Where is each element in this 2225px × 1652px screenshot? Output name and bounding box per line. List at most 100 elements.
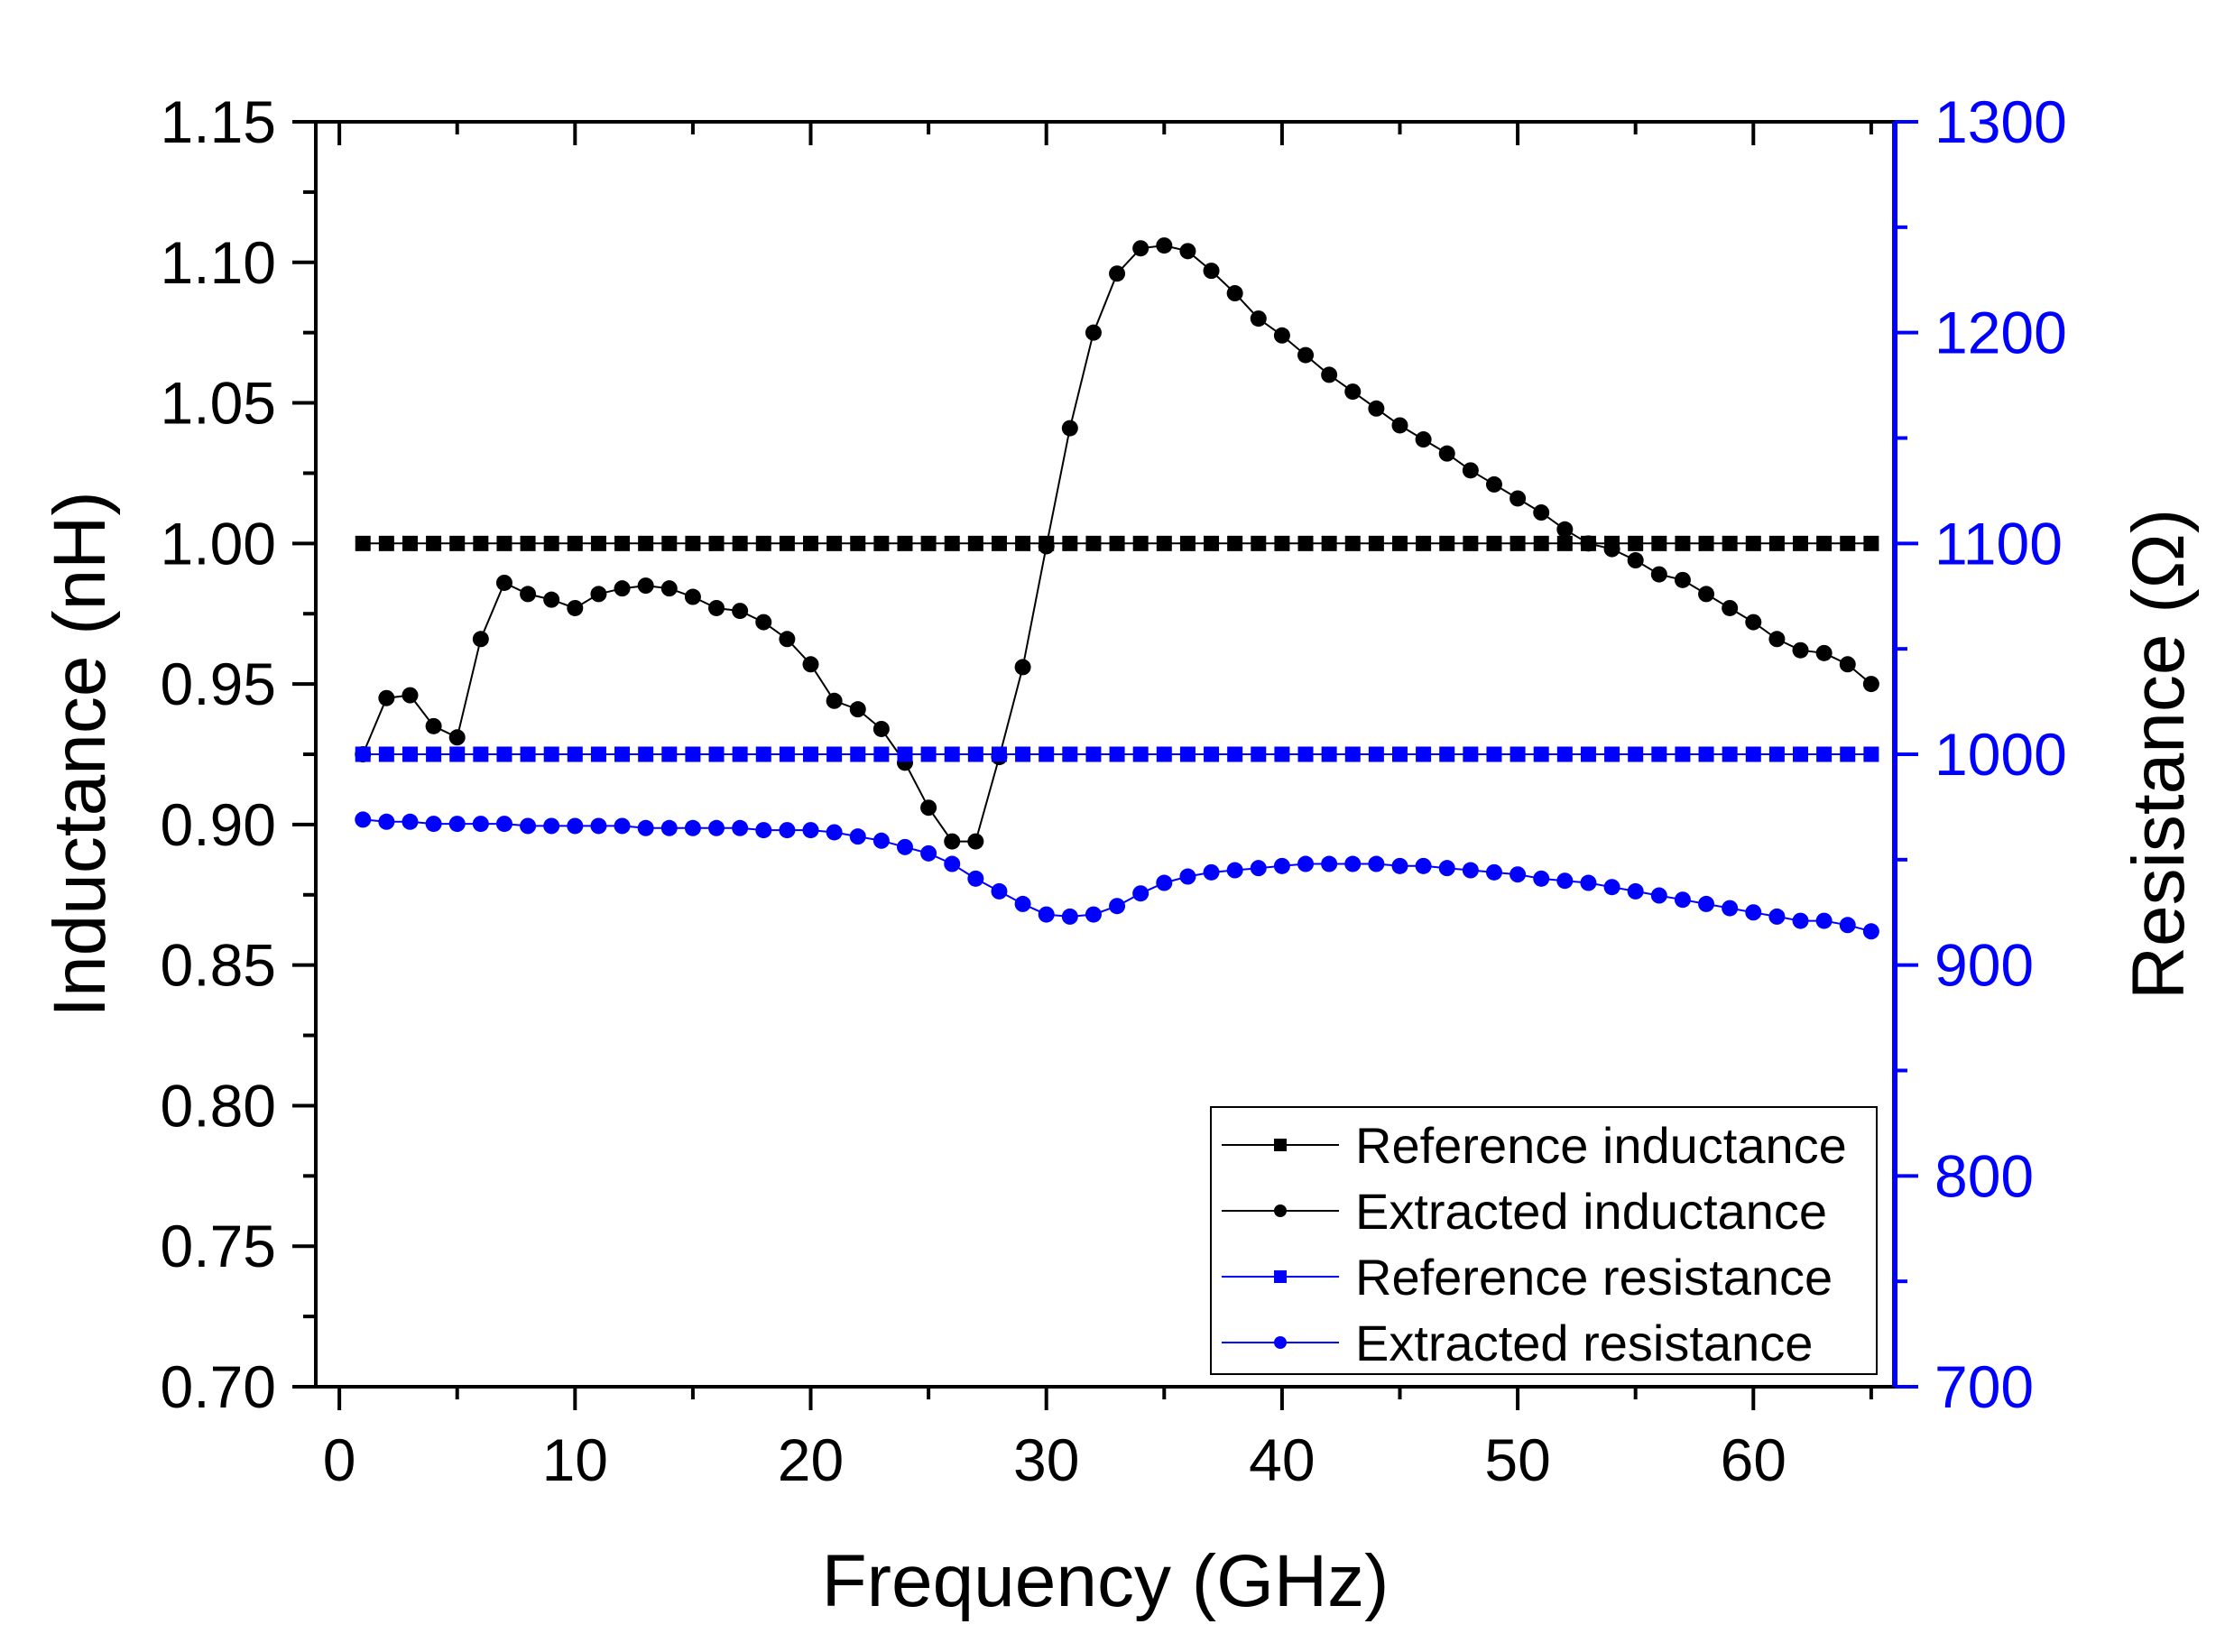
extracted-inductance-point xyxy=(872,720,890,737)
x-axis: 0 10 20 30 40 50 60 xyxy=(323,122,1873,1493)
reference-resistance-point xyxy=(1109,746,1125,762)
extracted-inductance-point xyxy=(1321,366,1338,383)
extracted-resistance-point xyxy=(425,816,442,833)
extracted-resistance-point xyxy=(378,813,395,830)
extracted-resistance-point xyxy=(1815,912,1833,929)
reference-resistance-point xyxy=(449,746,466,762)
extracted-inductance-point xyxy=(495,574,512,591)
reference-inductance-point xyxy=(920,535,937,551)
extracted-inductance-point xyxy=(920,799,937,817)
extracted-resistance-point xyxy=(684,819,701,836)
extracted-inductance-point xyxy=(1415,431,1432,448)
extracted-inductance-point xyxy=(1344,383,1362,401)
extracted-inductance-point xyxy=(1627,552,1644,569)
reference-resistance-point xyxy=(1321,746,1337,762)
extracted-resistance-point xyxy=(1745,904,1762,921)
reference-inductance-point xyxy=(1062,535,1078,551)
reference-resistance-point xyxy=(1816,746,1833,762)
y-tick-label: 1.00 xyxy=(161,510,276,577)
extracted-inductance-point xyxy=(402,687,419,704)
reference-inductance-point xyxy=(708,535,725,551)
extracted-resistance-point xyxy=(1179,868,1196,885)
y-axis-inductance: 0.70 0.75 0.80 0.85 0.90 0.95 1.00 1.05 1.10 1.15 xyxy=(161,88,316,1420)
extracted-inductance-point xyxy=(1792,641,1809,659)
reference-inductance-point xyxy=(1416,535,1432,551)
reference-inductance-point xyxy=(590,535,606,551)
reference-resistance-point xyxy=(1391,746,1408,762)
reference-resistance-point xyxy=(614,746,631,762)
extracted-inductance-point xyxy=(660,580,678,597)
reference-inductance-point xyxy=(1179,535,1196,551)
reference-inductance-point xyxy=(803,535,819,551)
reference-resistance-point xyxy=(803,746,819,762)
y2-tick-label: 800 xyxy=(1934,1142,2034,1209)
extracted-resistance-point xyxy=(1250,860,1267,877)
x-tick-label: 30 xyxy=(1013,1426,1079,1493)
legend-label: Extracted inductance xyxy=(1355,1183,1827,1240)
x-tick-label: 0 xyxy=(323,1426,356,1493)
reference-inductance-point xyxy=(991,535,1007,551)
reference-inductance-point xyxy=(944,535,960,551)
reference-resistance-point xyxy=(1062,746,1078,762)
reference-resistance-point xyxy=(826,746,843,762)
reference-resistance-point xyxy=(1344,746,1361,762)
reference-inductance-point xyxy=(1768,535,1785,551)
extracted-resistance-point xyxy=(1368,855,1385,872)
reference-resistance-point xyxy=(779,746,795,762)
reference-resistance-point xyxy=(1628,746,1644,762)
y-axis-title: Inductance (nH) xyxy=(39,491,121,1017)
reference-resistance-point xyxy=(1486,746,1502,762)
reference-inductance-point xyxy=(402,535,418,551)
reference-inductance-point xyxy=(1085,535,1102,551)
y-tick-label: 1.05 xyxy=(161,370,276,437)
extracted-resistance-point xyxy=(402,813,419,830)
reference-inductance-point xyxy=(1698,535,1714,551)
reference-inductance-point xyxy=(1156,535,1172,551)
reference-resistance-point xyxy=(1204,746,1220,762)
extracted-inductance-point xyxy=(1226,285,1243,302)
legend-marker xyxy=(1274,1204,1287,1217)
reference-inductance-point xyxy=(1132,535,1149,551)
extracted-inductance-point xyxy=(967,833,984,850)
extracted-inductance-point xyxy=(849,701,866,718)
legend-box xyxy=(1210,1106,1878,1375)
extracted-inductance-point xyxy=(567,599,584,616)
extracted-resistance-point xyxy=(1792,912,1809,929)
extracted-resistance-point xyxy=(1226,862,1243,879)
reference-inductance-point xyxy=(1391,535,1408,551)
reference-resistance-point xyxy=(920,746,937,762)
reference-inductance-point xyxy=(732,535,748,551)
extracted-inductance-point xyxy=(802,656,819,673)
reference-resistance-point xyxy=(1651,746,1667,762)
legend-label: Extracted resistance xyxy=(1355,1315,1813,1371)
extracted-resistance-point xyxy=(826,824,843,841)
extracted-inductance-point xyxy=(1250,310,1267,328)
legend-marker xyxy=(1274,1139,1287,1151)
extracted-inductance-point xyxy=(1085,324,1102,341)
reference-resistance-point xyxy=(661,746,678,762)
extracted-resistance-point xyxy=(872,832,890,849)
y-tick-label: 0.80 xyxy=(161,1072,276,1139)
reference-inductance-point xyxy=(355,535,371,551)
reference-inductance-point xyxy=(685,535,701,551)
reference-resistance-point xyxy=(355,746,371,762)
extracted-resistance-point xyxy=(1321,855,1338,872)
extracted-inductance-point xyxy=(1509,490,1527,507)
extracted-resistance-point xyxy=(1203,863,1220,881)
extracted-inductance-point xyxy=(1533,504,1550,521)
extracted-resistance-point xyxy=(1061,908,1078,925)
legend: Reference inductance Extracted inductance… xyxy=(1210,1106,1878,1375)
reference-resistance-point xyxy=(402,746,418,762)
reference-resistance-point xyxy=(967,746,983,762)
y2-tick-label: 700 xyxy=(1934,1353,2034,1420)
extracted-inductance-point xyxy=(1061,420,1078,437)
y-axis-resistance: 700 800 900 1000 1100 1200 1300 xyxy=(1892,88,2067,1420)
legend-item: Reference inductance xyxy=(1222,1117,1847,1174)
reference-resistance-point xyxy=(1556,746,1573,762)
y2-axis-title: Resistance (Ω) xyxy=(2118,509,2200,1000)
extracted-inductance-point xyxy=(1815,644,1833,661)
reference-resistance-point xyxy=(1863,746,1879,762)
extracted-inductance-point xyxy=(1297,346,1315,364)
reference-resistance-point xyxy=(1274,746,1290,762)
